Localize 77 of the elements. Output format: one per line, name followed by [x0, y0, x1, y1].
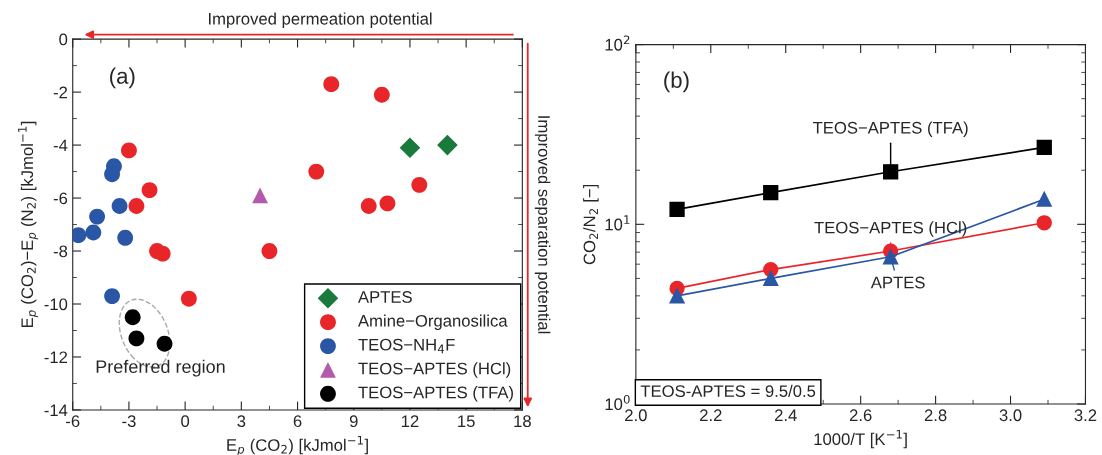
x-tick-label: 3.2 [1074, 409, 1097, 422]
point [180, 290, 197, 307]
y-tick-label: -4 [53, 139, 68, 152]
point [156, 335, 173, 352]
x-tick-label: 0 [181, 415, 190, 428]
annotation: TEOS-APTES = 9.5/0.5 [640, 384, 816, 398]
point [399, 137, 421, 159]
series-label: TEOS−APTES (HCl) [814, 221, 967, 237]
y-tick-label: 0 [59, 33, 68, 46]
point [124, 309, 141, 326]
point [763, 185, 779, 201]
point [104, 288, 120, 304]
point [882, 164, 899, 180]
point [111, 198, 128, 214]
point [128, 330, 145, 347]
point [373, 86, 390, 103]
point [308, 163, 325, 180]
y-tick-label: -8 [53, 245, 68, 258]
point [121, 142, 137, 159]
point [669, 288, 685, 304]
x-tick-label: 2.4 [774, 409, 797, 421]
series-label: TEOS−APTES (TFA) [812, 121, 968, 137]
point [128, 198, 145, 214]
point [882, 249, 899, 265]
x-tick-label: 6 [293, 415, 302, 428]
x-tick-label: 3 [237, 415, 246, 428]
y-tick-label: -2 [53, 86, 68, 99]
x-tick-label: 18 [514, 415, 531, 428]
point [104, 166, 120, 183]
x-tick-label: 3.0 [999, 409, 1022, 422]
x-axis-title: E$_{p}$ (CO$_{2}$) [kJmol$^{−1}$] [227, 435, 368, 455]
legend-label: TEOS−APTES (HCl) [358, 362, 511, 378]
point [261, 243, 278, 259]
x-tick-label: 2.8 [924, 409, 947, 422]
x-tick-label: -6 [66, 415, 80, 428]
x-tick-label: -3 [122, 415, 136, 428]
text: E$_{p}$ (CO$_{2}$)−E$_{p}$ (N$_{2}$) [kJmol$^{−1}$] [18, 121, 39, 328]
point [117, 229, 134, 246]
y-tick-label: -14 [44, 404, 68, 416]
y-tick-label: -6 [53, 192, 68, 205]
point [72, 227, 87, 244]
point [323, 76, 340, 93]
annotation: Preferred region [96, 359, 225, 377]
x-axis-title: 1000/T [K$^{−1}$] [814, 429, 907, 449]
annotation: (a) [110, 67, 135, 89]
x-tick-label: 15 [458, 415, 475, 428]
point [1036, 191, 1052, 207]
legend-label: TEOS−NH$_{4}$F [358, 338, 455, 354]
x-tick-label: 2.0 [625, 409, 647, 422]
y-tick-label: -12 [44, 351, 68, 364]
point [1036, 215, 1052, 231]
text: Improved permeation potential [209, 12, 432, 29]
legend-label: APTES [870, 276, 925, 289]
point [141, 182, 158, 199]
legend-label: TEOS−APTES (TFA) [358, 386, 513, 402]
y-tick-label: -10 [44, 298, 68, 311]
x-tick-label: 9 [349, 415, 358, 428]
y-tick-label: 10$^{2}$ [605, 35, 630, 51]
point [763, 270, 779, 287]
y-axis-title: CO$_{2}$/N$_{2}$ [−] [583, 184, 599, 265]
point [360, 198, 377, 214]
point [411, 176, 428, 193]
x-tick-label: 2.2 [700, 409, 722, 421]
point [379, 195, 396, 212]
annotation: (b) [664, 71, 689, 93]
x-tick-label: 12 [401, 415, 419, 427]
point [85, 224, 102, 241]
point [669, 201, 685, 218]
text: Improved separation potential [534, 116, 551, 334]
y-tick-label: 10$^{1}$ [605, 215, 630, 231]
point [89, 208, 105, 225]
point [1036, 139, 1052, 156]
legend-label: APTES [358, 291, 412, 303]
legend-label: Amine−Organosilica [358, 314, 508, 331]
point [252, 187, 268, 204]
x-tick-label: 2.6 [849, 409, 872, 422]
point [437, 134, 458, 156]
